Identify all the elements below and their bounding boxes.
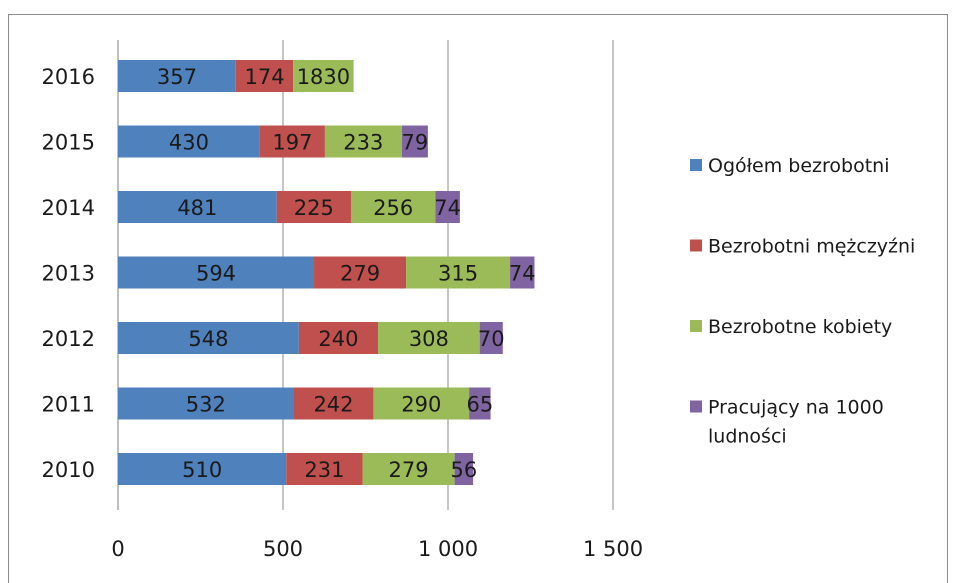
bar-segment <box>118 125 260 158</box>
bar-segment <box>324 125 402 158</box>
data-label: 70 <box>478 327 505 351</box>
bars: 357 174 1830 430 197 233 79 481 225 256 74 594 279 31… <box>118 60 536 485</box>
y-tick-label: 2011 <box>42 393 95 417</box>
x-tick-label: 0 <box>111 537 124 561</box>
y-tick-label: 2014 <box>42 196 95 220</box>
data-label: 79 <box>401 131 428 155</box>
y-tick-label: 2010 <box>42 458 95 482</box>
data-label: 510 <box>182 458 222 482</box>
data-label: 197 <box>272 131 312 155</box>
y-tick-label: 2012 <box>42 327 95 351</box>
data-label: 242 <box>313 393 353 417</box>
bar-segment <box>469 387 491 420</box>
legend-label: Ogółem bezrobotni <box>708 155 889 177</box>
bar-segment <box>479 322 503 354</box>
bar-segment <box>118 191 277 223</box>
bar-segment <box>118 60 236 92</box>
bar-segment <box>401 125 428 158</box>
bar-segment <box>293 60 354 92</box>
data-label: 56 <box>450 458 477 482</box>
bar-segment <box>510 256 535 289</box>
bar-segment <box>435 191 460 223</box>
x-tick-label: 1 000 <box>418 537 478 561</box>
legend-swatch <box>690 400 702 413</box>
legend-swatch <box>690 159 702 171</box>
legend-swatch <box>690 320 702 332</box>
data-label: 231 <box>304 458 344 482</box>
legend-label: Pracujący na 1000 <box>708 397 884 419</box>
legend-label: Bezrobotne kobiety <box>708 316 892 338</box>
bar-segment <box>362 453 455 485</box>
data-label: 240 <box>318 327 358 351</box>
bar-segment <box>314 256 407 289</box>
x-tick-label: 500 <box>263 537 303 561</box>
bar-segment <box>373 387 470 420</box>
bar-segment <box>235 60 294 92</box>
data-label: 233 <box>343 131 383 155</box>
bar-segment <box>454 453 474 485</box>
data-label: 174 <box>244 65 284 89</box>
legend-swatch <box>690 239 702 252</box>
y-tick-label: 2013 <box>42 262 95 286</box>
bar-segment <box>118 453 287 485</box>
data-label: 1830 <box>297 65 350 89</box>
legend-label: Bezrobotni mężczyźni <box>708 236 915 258</box>
y-tick-label: 2015 <box>42 131 95 155</box>
data-label: 532 <box>186 393 226 417</box>
data-label: 548 <box>188 327 228 351</box>
data-label: 290 <box>401 393 441 417</box>
bar-segment <box>276 191 351 223</box>
data-label: 256 <box>373 196 413 220</box>
bar-segment <box>350 191 436 223</box>
bar-segment <box>118 322 299 354</box>
legend: Ogółem bezrobotni Bezrobotni mężczyźni Bez… <box>690 155 915 448</box>
legend-label: ludności <box>708 426 787 448</box>
bar-segment <box>118 256 315 289</box>
bar-segment <box>259 125 325 158</box>
data-label: 279 <box>340 262 380 286</box>
data-label: 65 <box>466 393 493 417</box>
data-label: 308 <box>409 327 449 351</box>
bar-segment <box>298 322 379 354</box>
data-label: 225 <box>294 196 334 220</box>
data-label: 74 <box>509 262 536 286</box>
bar-segment <box>286 453 363 485</box>
data-label: 430 <box>169 131 209 155</box>
data-label: 279 <box>389 458 429 482</box>
data-label: 594 <box>196 262 236 286</box>
bar-segment <box>406 256 511 289</box>
data-label: 357 <box>157 65 197 89</box>
bar-segment <box>293 387 374 420</box>
data-label: 74 <box>434 196 461 220</box>
x-tick-label: 1 500 <box>583 537 643 561</box>
data-label: 315 <box>438 262 478 286</box>
bar-segment <box>118 387 294 420</box>
y-tick-labels: 2016 2015 2014 2013 2012 2011 2010 <box>42 65 95 482</box>
data-label: 481 <box>177 196 217 220</box>
chart-frame <box>8 14 948 583</box>
y-tick-label: 2016 <box>42 65 95 89</box>
bar-segment <box>378 322 480 354</box>
x-tick-labels: 0 500 1 000 1 500 <box>111 537 643 561</box>
